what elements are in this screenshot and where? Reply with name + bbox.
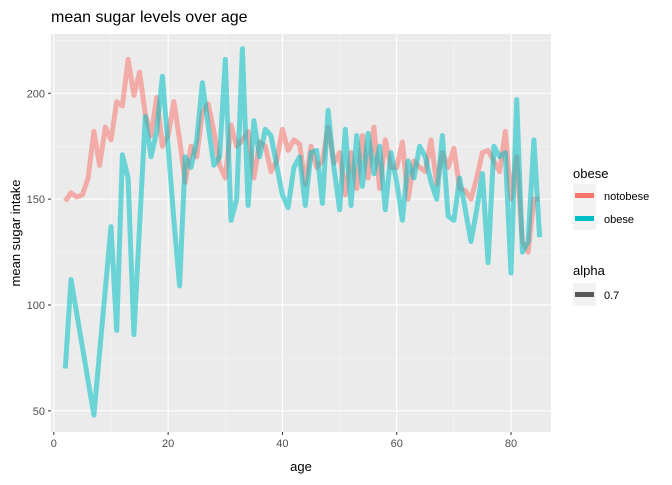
y-tick-label: 200: [27, 88, 45, 100]
x-tick-label: 80: [505, 438, 517, 450]
x-tick-label: 0: [51, 438, 57, 450]
x-tick-label: 40: [276, 438, 288, 450]
legend-title: obese: [573, 166, 608, 181]
x-axis-label: age: [290, 459, 312, 474]
y-tick-label: 150: [27, 194, 45, 206]
x-tick-label: 20: [162, 438, 174, 450]
legend-label-notobese: notobese: [604, 191, 649, 203]
y-axis-label: mean sugar intake: [8, 180, 23, 287]
y-tick-label: 50: [33, 406, 45, 418]
legend-label-obese: obese: [604, 214, 634, 226]
y-tick-label: 100: [27, 300, 45, 312]
legend: obese alpha notobese obese 0.7: [573, 166, 649, 306]
series-line-obese: [62, 46, 543, 418]
legend-alpha-title: alpha: [573, 263, 606, 278]
legend-alpha-label: 0.7: [604, 290, 619, 302]
chart-title: mean sugar levels over age: [51, 9, 248, 26]
x-tick-label: 60: [391, 438, 403, 450]
